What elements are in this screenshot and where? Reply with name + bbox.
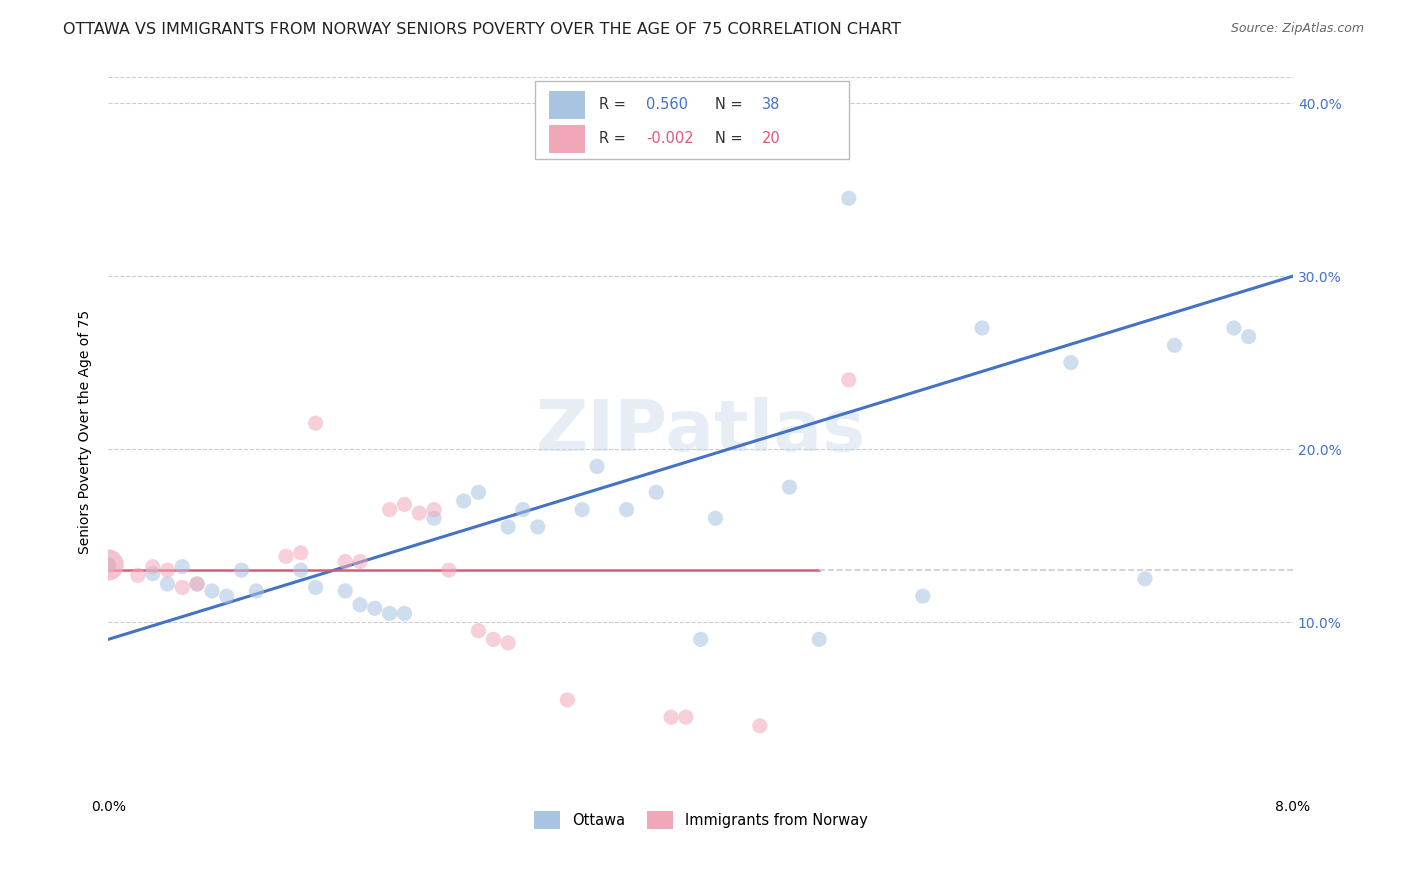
Text: R =: R = <box>599 97 630 112</box>
Point <box>156 563 179 577</box>
Point <box>586 459 609 474</box>
Point <box>172 559 194 574</box>
Point <box>526 520 548 534</box>
Point <box>97 558 120 572</box>
Point <box>378 502 401 516</box>
Point <box>186 577 208 591</box>
Point <box>779 480 801 494</box>
Point <box>364 601 387 615</box>
Point <box>1237 329 1260 343</box>
Point <box>911 589 934 603</box>
Point <box>453 494 475 508</box>
Point <box>201 583 224 598</box>
Point <box>245 583 267 598</box>
Point <box>408 506 430 520</box>
Text: 20: 20 <box>762 131 780 146</box>
Point <box>172 581 194 595</box>
Point <box>274 549 297 564</box>
Point <box>496 636 519 650</box>
Point <box>1163 338 1185 352</box>
Point <box>689 632 711 647</box>
Point <box>290 563 312 577</box>
Point <box>378 607 401 621</box>
Point <box>838 191 860 205</box>
Point <box>1223 321 1246 335</box>
Text: 0.560: 0.560 <box>647 97 688 112</box>
Point <box>186 577 208 591</box>
Point <box>335 555 357 569</box>
Point <box>231 563 253 577</box>
Point <box>156 577 179 591</box>
Point <box>704 511 727 525</box>
Point <box>215 589 238 603</box>
Point <box>496 520 519 534</box>
Point <box>423 502 446 516</box>
Text: 38: 38 <box>762 97 780 112</box>
Y-axis label: Seniors Poverty Over the Age of 75: Seniors Poverty Over the Age of 75 <box>79 310 93 554</box>
FancyBboxPatch shape <box>548 91 585 119</box>
FancyBboxPatch shape <box>548 125 585 153</box>
Point <box>349 555 371 569</box>
Point <box>290 546 312 560</box>
Text: R =: R = <box>599 131 630 146</box>
Point <box>97 558 120 572</box>
Text: Source: ZipAtlas.com: Source: ZipAtlas.com <box>1230 22 1364 36</box>
Point <box>467 485 489 500</box>
Point <box>645 485 668 500</box>
Point <box>142 566 165 581</box>
Point <box>616 502 638 516</box>
Point <box>748 719 770 733</box>
Text: N =: N = <box>714 97 747 112</box>
Point <box>571 502 593 516</box>
Point <box>675 710 697 724</box>
Point <box>1060 355 1083 369</box>
Text: ZIPatlas: ZIPatlas <box>536 397 866 467</box>
Legend: Ottawa, Immigrants from Norway: Ottawa, Immigrants from Norway <box>529 805 873 835</box>
Point <box>127 568 149 582</box>
Point <box>512 502 534 516</box>
Point <box>304 416 326 430</box>
Point <box>838 373 860 387</box>
Text: N =: N = <box>714 131 747 146</box>
Point <box>808 632 831 647</box>
Text: OTTAWA VS IMMIGRANTS FROM NORWAY SENIORS POVERTY OVER THE AGE OF 75 CORRELATION : OTTAWA VS IMMIGRANTS FROM NORWAY SENIORS… <box>63 22 901 37</box>
Point <box>423 511 446 525</box>
Point <box>349 598 371 612</box>
Point <box>557 693 579 707</box>
Point <box>304 581 326 595</box>
Point <box>394 607 416 621</box>
FancyBboxPatch shape <box>534 81 849 160</box>
Text: -0.002: -0.002 <box>647 131 693 146</box>
Point <box>467 624 489 638</box>
Point <box>394 498 416 512</box>
Point <box>659 710 682 724</box>
Point <box>335 583 357 598</box>
Point <box>970 321 993 335</box>
Point <box>142 559 165 574</box>
Point <box>482 632 505 647</box>
Point <box>1133 572 1156 586</box>
Point <box>437 563 460 577</box>
Point <box>97 558 120 572</box>
